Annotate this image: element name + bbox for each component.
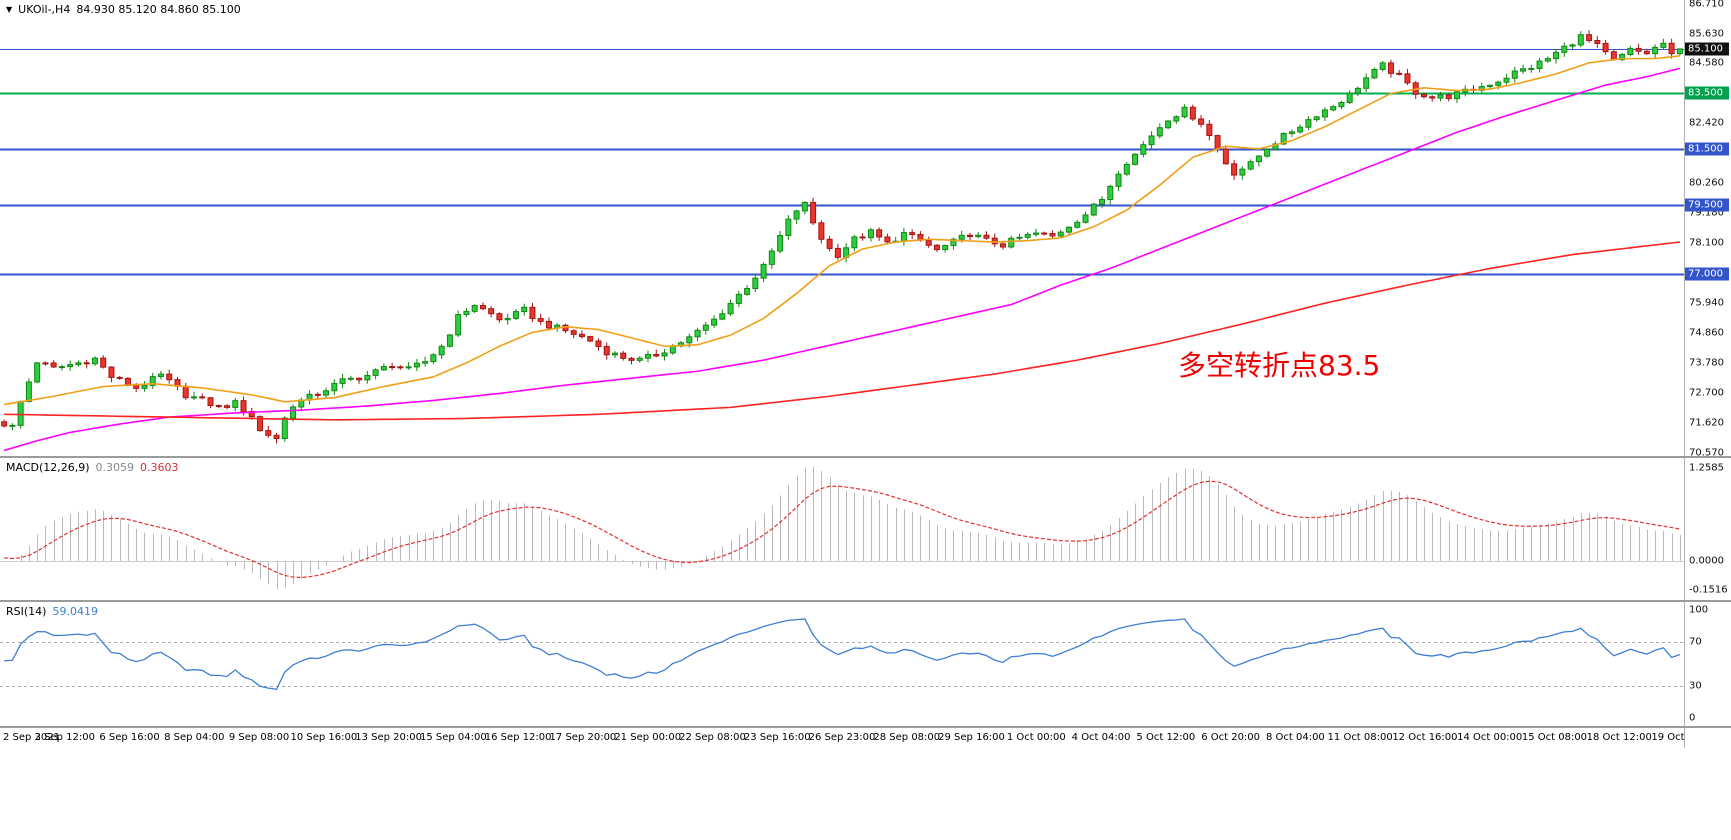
rsi-tick-label: 0: [1689, 712, 1696, 724]
price-tick-label: 74.860: [1689, 327, 1724, 339]
price-tick-label: 86.710: [1689, 0, 1724, 10]
macd-canvas[interactable]: [0, 458, 1684, 600]
macd-tick-label: -0.1516: [1689, 584, 1728, 596]
macd-label: MACD(12,26,9): [6, 461, 90, 474]
macd-main-value: 0.3059: [95, 461, 135, 474]
hline-price-tag: 81.500: [1685, 142, 1729, 156]
time-axis-label: 22 Sep 08:00: [679, 732, 746, 743]
time-axis-label: 18 Oct 12:00: [1586, 732, 1652, 743]
rsi-value: 59.0419: [52, 605, 98, 618]
bid-price-tag: 85.100: [1685, 42, 1729, 56]
hline-price-tag: 79.500: [1685, 198, 1729, 212]
rsi-label: RSI(14): [6, 605, 47, 618]
time-axis-label: 8 Sep 04:00: [164, 732, 225, 743]
macd-panel: MACD(12,26,9) 0.3059 0.3603 1.2585 0.0000…: [0, 458, 1731, 600]
time-axis-label: 4 Oct 04:00: [1071, 732, 1131, 743]
symbol-timeframe-label: UKOil-,H4: [18, 3, 71, 16]
price-tick-label: 75.940: [1689, 297, 1724, 309]
time-axis-label: 16 Sep 12:00: [484, 732, 552, 743]
time-axis-label: 17 Sep 20:00: [549, 732, 617, 743]
time-axis-label: 29 Sep 16:00: [938, 732, 1005, 743]
rsi-panel: RSI(14) 59.0419 100 70 30 0: [0, 602, 1731, 726]
time-axis-label: 26 Sep 23:00: [808, 732, 876, 743]
time-axis-label: 23 Sep 16:00: [743, 732, 811, 743]
price-tick-label: 78.100: [1689, 237, 1724, 249]
macd-tick-label: 0.0000: [1689, 555, 1724, 567]
macd-signal-value: 0.3603: [140, 461, 179, 474]
hline-price-tag: 77.000: [1685, 267, 1729, 281]
price-tick-label: 82.420: [1689, 117, 1724, 129]
time-axis-label: 3 Sep 12:00: [34, 732, 95, 743]
price-tick-label: 79.180: [1689, 207, 1724, 219]
macd-axis: 1.2585 0.0000 -0.1516: [1684, 458, 1731, 600]
time-axis-label: 6 Oct 20:00: [1201, 732, 1261, 743]
price-tick-label: 71.620: [1689, 417, 1724, 429]
price-tick-label: 84.580: [1689, 57, 1724, 69]
rsi-title: RSI(14) 59.0419: [6, 605, 98, 618]
time-axis-label: 5 Oct 12:00: [1136, 732, 1196, 743]
time-axis-corner: [1684, 728, 1731, 748]
symbol-dropdown-icon[interactable]: ▼: [6, 5, 13, 14]
price-chart-canvas[interactable]: [0, 0, 1684, 456]
time-axis-label: 12 Oct 16:00: [1392, 732, 1458, 743]
macd-title: MACD(12,26,9) 0.3059 0.3603: [6, 461, 179, 474]
rsi-tick-label: 70: [1689, 636, 1702, 648]
time-axis-label: 10 Sep 16:00: [290, 732, 358, 743]
chart-title: ▼ UKOil-,H4 84.930 85.120 84.860 85.100: [6, 3, 241, 16]
time-axis-label: 1 Oct 00:00: [1006, 732, 1066, 743]
panel-separator[interactable]: [0, 456, 1731, 458]
time-axis-label: 13 Sep 20:00: [355, 732, 422, 743]
rsi-axis: 100 70 30 0: [1684, 602, 1731, 726]
price-tick-label: 73.780: [1689, 357, 1724, 369]
rsi-canvas[interactable]: [0, 602, 1684, 726]
time-axis-label: 2 Sep 2021: [3, 732, 61, 743]
panel-separator[interactable]: [0, 726, 1731, 728]
price-tick-label: 80.260: [1689, 177, 1724, 189]
rsi-tick-label: 30: [1689, 680, 1702, 692]
price-tick-label: 85.630: [1689, 28, 1724, 40]
time-axis-label: 28 Sep 08:00: [873, 732, 941, 743]
time-axis-label: 11 Oct 08:00: [1327, 732, 1393, 743]
macd-tick-label: 1.2585: [1689, 462, 1724, 474]
panel-separator[interactable]: [0, 600, 1731, 602]
time-axis-label: 14 Oct 00:00: [1457, 732, 1523, 743]
ohlc-values: 84.930 85.120 84.860 85.100: [76, 3, 241, 16]
price-chart-panel: ▼ UKOil-,H4 84.930 85.120 84.860 85.100 …: [0, 0, 1731, 456]
time-axis-label: 6 Sep 16:00: [99, 732, 160, 743]
time-axis-label: 15 Oct 08:00: [1521, 732, 1588, 743]
hline-price-tag: 83.500: [1685, 86, 1729, 100]
price-tick-label: 70.570: [1689, 447, 1724, 456]
time-axis[interactable]: 2 Sep 2021 3 Sep 12:00 6 Sep 16:00 8 Sep 04…: [0, 728, 1731, 748]
time-axis-label: 21 Sep 00:00: [614, 732, 682, 743]
rsi-tick-label: 100: [1689, 604, 1709, 616]
time-axis-label: 9 Sep 08:00: [228, 732, 290, 743]
price-axis[interactable]: 86.71085.63084.58083.50082.42081.34080.2…: [1684, 0, 1731, 456]
time-axis-label: 15 Sep 04:00: [420, 732, 487, 743]
time-axis-label: 8 Oct 04:00: [1265, 732, 1325, 743]
price-tick-label: 72.700: [1689, 387, 1724, 399]
